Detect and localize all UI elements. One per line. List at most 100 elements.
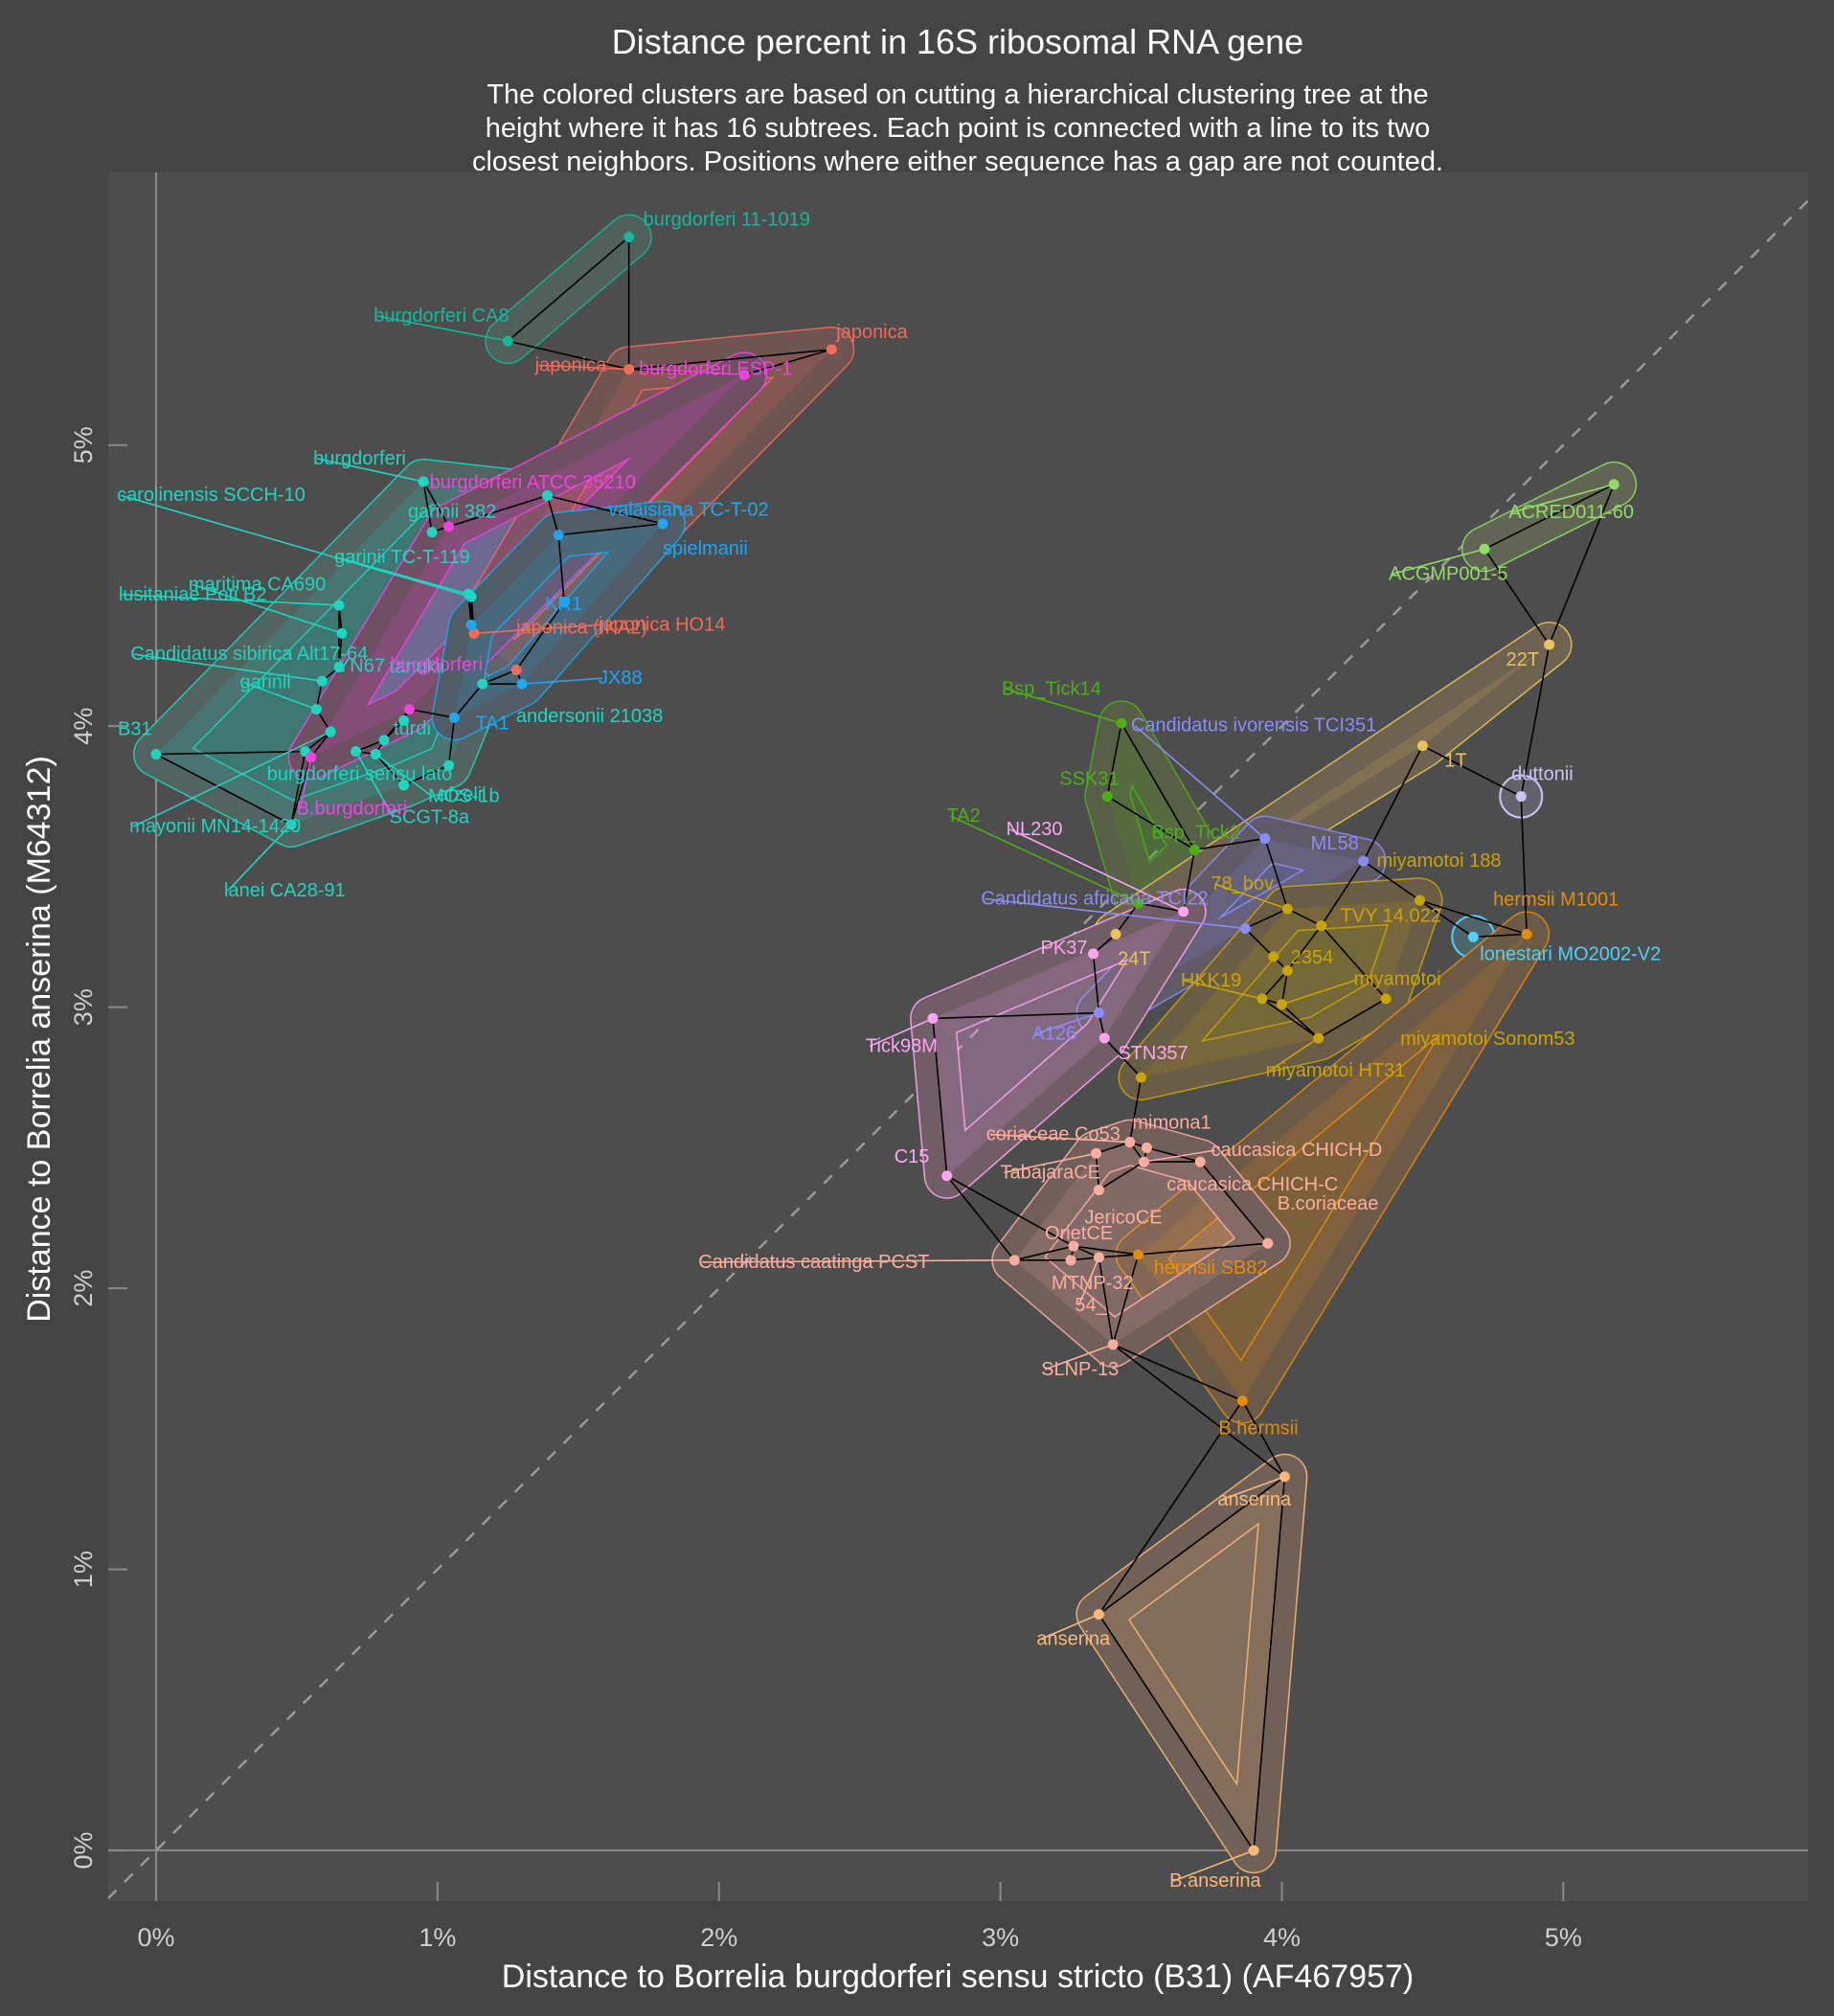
point-label: SCGT-8a: [390, 807, 470, 828]
x-tick-label: 4%: [1263, 1923, 1301, 1952]
label-leader-line: [337, 556, 469, 596]
label-leader-line: [132, 731, 331, 827]
neighbor-edge: [1112, 1254, 1140, 1346]
data-point: [1515, 791, 1527, 803]
data-point: [1138, 1156, 1149, 1167]
neighbor-edge: [1473, 933, 1528, 939]
point-label: B.coriaceae: [1278, 1193, 1379, 1214]
data-point: [1107, 1339, 1119, 1350]
point-label: carolinensis SCCH-10: [117, 485, 306, 506]
label-leader-line: [120, 494, 472, 598]
label-leader-line: [643, 368, 745, 376]
point-label: duttonii: [1511, 764, 1574, 785]
data-point: [1416, 740, 1428, 752]
neighbor-edge: [1115, 902, 1140, 935]
data-point: [310, 704, 322, 715]
data-point: [541, 490, 553, 502]
data-point: [1358, 855, 1370, 867]
point-label: valaisiana TC-T-02: [608, 500, 768, 521]
data-point: [516, 678, 528, 690]
cluster-hull-inner: [1117, 912, 1549, 1423]
data-point: [502, 335, 513, 347]
cluster-hull-body: [454, 523, 663, 718]
data-point: [285, 819, 297, 830]
cluster-hull-body: [933, 911, 1184, 1176]
data-point: [1414, 895, 1425, 906]
data-point: [1257, 993, 1268, 1005]
label-leader-line: [1004, 1152, 1097, 1174]
y-tick-label: 3%: [69, 988, 98, 1026]
neighbor-edge: [403, 764, 449, 786]
data-point: [1281, 965, 1293, 977]
label-leader-line: [1134, 724, 1266, 840]
data-point: [1313, 1032, 1325, 1044]
data-point: [370, 749, 381, 760]
neighbor-edge: [946, 1175, 1075, 1247]
point-label: burgdorferi CA8: [374, 306, 509, 327]
neighbor-edge: [482, 668, 517, 685]
x-axis-title: Distance to Borrelia burgdorferi sensu s…: [502, 1959, 1414, 1995]
data-point: [1093, 1184, 1104, 1195]
neighbor-edge: [448, 494, 548, 528]
x-tick-label: 2%: [700, 1923, 737, 1952]
label-leader-line: [1214, 883, 1288, 910]
neighbor-edge: [1138, 1242, 1268, 1256]
data-point: [826, 344, 837, 355]
data-point: [1178, 906, 1189, 917]
point-label: anserina: [1036, 1629, 1111, 1650]
label-leaders: [120, 315, 1615, 1882]
data-point: [1262, 1237, 1274, 1249]
neighbor-edge: [409, 708, 455, 719]
neighbor-edge: [1112, 1344, 1285, 1478]
point-label: japonica: [835, 322, 908, 343]
data-point: [738, 369, 750, 380]
point-label: 24T: [1118, 948, 1150, 969]
label-leader-line: [985, 897, 1246, 930]
neighbor-edge: [1422, 745, 1522, 798]
point-label: maritima CA690: [189, 574, 326, 595]
y-tick-label: 5%: [69, 426, 98, 464]
x-tick-label: 1%: [419, 1923, 456, 1952]
label-leader-line: [1221, 1476, 1285, 1501]
point-label: PK37: [1041, 938, 1088, 959]
data-point: [468, 627, 480, 639]
label-leader-line: [192, 583, 343, 635]
point-label: 54_: [1075, 1295, 1107, 1316]
data-point: [623, 232, 635, 243]
neighbor-edge: [1128, 1076, 1143, 1143]
point-label: ML58: [1311, 833, 1359, 854]
point-label: burgdorferi ESP-1: [639, 358, 792, 379]
neighbor-edge: [305, 731, 331, 753]
neighbor-edge: [422, 481, 433, 532]
neighbor-edge: [1419, 899, 1528, 936]
label-leader-line: [243, 681, 317, 711]
point-label: lanei CA28-91: [224, 880, 346, 901]
neighbor-edge: [1098, 1254, 1139, 1258]
point-label: KR1: [545, 594, 582, 615]
label-leader-line: [316, 458, 424, 483]
neighbor-edge: [1098, 1400, 1243, 1616]
data-point: [1088, 948, 1099, 960]
data-point: [1467, 931, 1479, 942]
neighbor-edge: [1106, 723, 1122, 797]
data-point: [510, 664, 522, 675]
y-tick-label: 1%: [69, 1551, 98, 1588]
label-leader-line: [374, 753, 433, 798]
y-tick-label: 2%: [69, 1270, 98, 1307]
y-tick-label: 0%: [69, 1832, 98, 1869]
chart-subtitle-line-2: height where it has 16 subtrees. Each po…: [486, 113, 1431, 144]
data-point: [1133, 1249, 1144, 1260]
neighbor-edge: [547, 494, 664, 525]
data-point: [1008, 1255, 1020, 1266]
neighbor-edge: [1244, 927, 1275, 958]
data-point: [398, 780, 410, 791]
neighbor-edge: [1520, 644, 1551, 797]
cluster-hull-body: [1141, 900, 1420, 1078]
y-tick-label: 4%: [69, 708, 98, 745]
neighbor-edge: [557, 534, 565, 603]
data-point: [1316, 920, 1327, 932]
neighbor-edge: [1286, 925, 1323, 972]
label-leader-line: [354, 751, 395, 818]
data-point: [1276, 999, 1287, 1010]
point-label: japonica (IKA2): [515, 617, 647, 638]
